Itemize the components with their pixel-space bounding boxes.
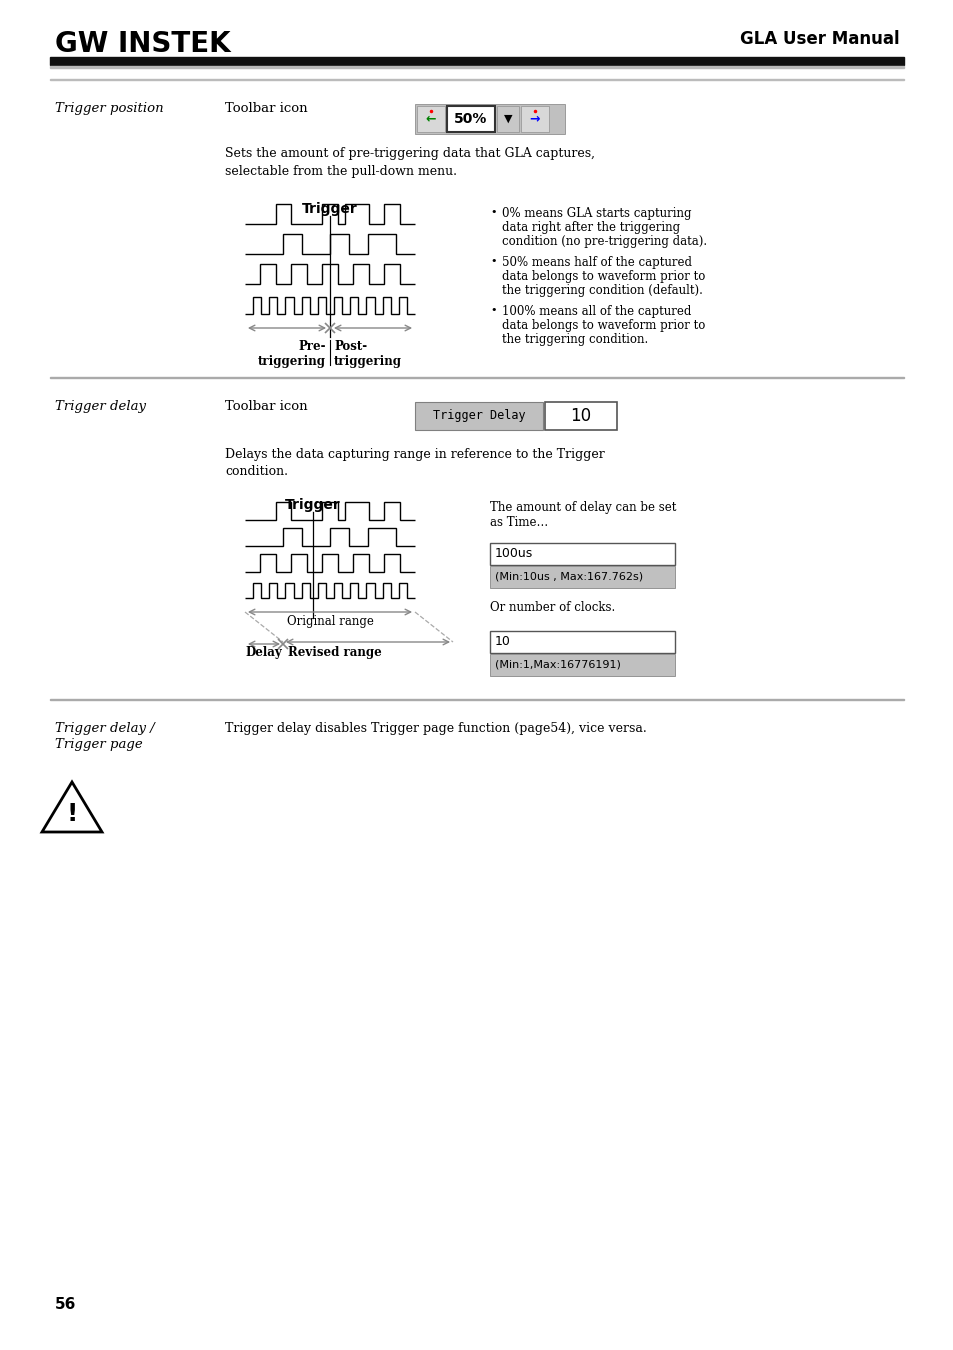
Bar: [490, 653, 675, 676]
Text: Trigger Delay: Trigger Delay: [433, 409, 525, 423]
Text: condition (no pre-triggering data).: condition (no pre-triggering data).: [501, 235, 706, 248]
Text: 56: 56: [55, 1297, 76, 1312]
Bar: [50, 66, 903, 68]
Text: 100% means all of the captured: 100% means all of the captured: [501, 305, 691, 319]
Text: GW INSTEK: GW INSTEK: [55, 30, 231, 58]
Text: Trigger: Trigger: [285, 498, 340, 512]
Bar: [447, 107, 495, 132]
Text: Post-
triggering: Post- triggering: [334, 340, 401, 369]
Text: The amount of delay can be set
as Time…: The amount of delay can be set as Time…: [490, 501, 676, 529]
Text: 100us: 100us: [495, 548, 533, 560]
Bar: [490, 630, 675, 653]
Text: GLA User Manual: GLA User Manual: [740, 30, 899, 49]
Text: Trigger delay disables Trigger page function (page54), vice versa.: Trigger delay disables Trigger page func…: [225, 722, 646, 734]
Text: Revised range: Revised range: [288, 647, 381, 659]
Text: Trigger: Trigger: [302, 202, 357, 216]
Text: 50% means half of the captured: 50% means half of the captured: [501, 256, 691, 269]
Text: Trigger delay: Trigger delay: [55, 400, 146, 413]
Text: the triggering condition.: the triggering condition.: [501, 333, 648, 346]
Text: data belongs to waveform prior to: data belongs to waveform prior to: [501, 319, 704, 332]
Text: data right after the triggering: data right after the triggering: [501, 221, 679, 234]
Bar: [520, 107, 548, 132]
Text: 10: 10: [495, 636, 511, 648]
Text: selectable from the pull-down menu.: selectable from the pull-down menu.: [225, 165, 456, 178]
Bar: [490, 566, 675, 589]
Text: Original range: Original range: [286, 616, 373, 628]
Bar: [490, 543, 675, 566]
Bar: [497, 107, 518, 132]
Bar: [415, 402, 542, 431]
Text: 0% means GLA starts capturing: 0% means GLA starts capturing: [501, 207, 691, 220]
Text: Trigger position: Trigger position: [55, 103, 164, 115]
Text: Toolbar icon: Toolbar icon: [225, 103, 307, 115]
Text: (Min:1,Max:16776191): (Min:1,Max:16776191): [495, 660, 620, 670]
Text: •: •: [490, 256, 496, 266]
Text: condition.: condition.: [225, 464, 288, 478]
Bar: [415, 104, 564, 134]
Text: Delay: Delay: [245, 647, 282, 659]
Text: →: →: [529, 112, 539, 126]
Text: Or number of clocks.: Or number of clocks.: [490, 601, 615, 614]
Text: data belongs to waveform prior to: data belongs to waveform prior to: [501, 270, 704, 284]
Bar: [50, 57, 903, 65]
Text: (Min:10us , Max:167.762s): (Min:10us , Max:167.762s): [495, 572, 642, 582]
Text: the triggering condition (default).: the triggering condition (default).: [501, 284, 702, 297]
Text: 10: 10: [570, 406, 591, 425]
Text: •: •: [490, 305, 496, 315]
Text: •: •: [490, 207, 496, 217]
Text: ←: ←: [425, 112, 436, 126]
Text: Sets the amount of pre-triggering data that GLA captures,: Sets the amount of pre-triggering data t…: [225, 147, 595, 161]
Text: 50%: 50%: [454, 112, 487, 126]
Bar: [416, 107, 444, 132]
Text: !: !: [67, 802, 77, 826]
Text: Toolbar icon: Toolbar icon: [225, 400, 307, 413]
Text: Delays the data capturing range in reference to the Trigger: Delays the data capturing range in refer…: [225, 448, 604, 460]
Text: Trigger delay /: Trigger delay /: [55, 722, 154, 734]
Text: Trigger page: Trigger page: [55, 738, 143, 751]
Text: Pre-
triggering: Pre- triggering: [257, 340, 326, 369]
Text: ▼: ▼: [503, 113, 512, 124]
Bar: [544, 402, 617, 431]
